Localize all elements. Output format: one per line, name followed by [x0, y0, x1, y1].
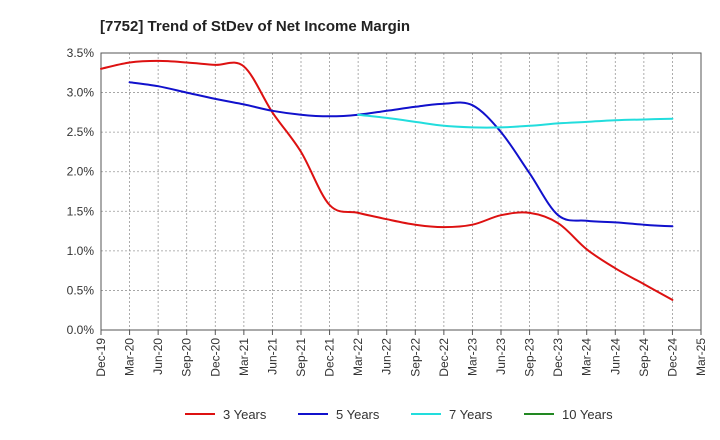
y-tick-label: 1.5%: [67, 204, 95, 218]
x-tick-label: Jun-22: [380, 338, 394, 375]
x-tick-label: Dec-21: [323, 338, 337, 377]
grid: [100, 52, 702, 331]
y-tick-label: 2.5%: [67, 125, 95, 139]
x-tick-label: Dec-23: [551, 338, 565, 377]
x-tick-label: Mar-20: [123, 338, 137, 376]
plot-frame: [100, 52, 702, 331]
legend-label-5-years: 5 Years: [336, 407, 380, 422]
x-tick-label: Dec-24: [665, 338, 679, 377]
x-tick-label: Mar-23: [465, 338, 479, 376]
x-tick-label: Jun-24: [608, 338, 622, 375]
x-tick-label: Mar-21: [237, 338, 251, 376]
series-line-3-years: [100, 59, 674, 301]
series: [100, 59, 674, 301]
x-tick-label: Sep-24: [637, 338, 651, 377]
legend-label-7-years: 7 Years: [449, 407, 493, 422]
axes: 0.0% 0.5% 1.0% 1.5% 2.0% 2.5% 3.0% 3.5% Dec-19 Ma…: [67, 46, 708, 377]
y-tick-label: 0.0%: [67, 323, 95, 337]
x-tick-label: Sep-23: [523, 338, 537, 377]
y-tick-label: 2.0%: [67, 165, 95, 179]
x-tick-label: Dec-20: [208, 338, 222, 377]
x-tick-label: Dec-19: [94, 338, 108, 377]
series-line-5-years: [128, 81, 674, 228]
x-tick-label: Sep-21: [294, 338, 308, 377]
x-tick-label: Jun-20: [151, 338, 165, 375]
x-tick-label: Mar-25: [694, 338, 708, 376]
x-tick-label: Jun-23: [494, 338, 508, 375]
legend: 3 Years 5 Years 7 Years 10 Years: [185, 407, 613, 422]
chart-title: [7752] Trend of StDev of Net Income Marg…: [100, 18, 410, 35]
y-tick-label: 3.5%: [67, 46, 95, 60]
series-line-7-years: [357, 113, 674, 129]
x-tick-label: Mar-22: [351, 338, 365, 376]
y-tick-label: 1.0%: [67, 244, 95, 258]
y-tick-label: 3.0%: [67, 86, 95, 100]
x-tick-label: Jun-21: [265, 338, 279, 375]
y-tick-label: 0.5%: [67, 283, 95, 297]
legend-label-3-years: 3 Years: [223, 407, 267, 422]
x-tick-label: Dec-22: [437, 338, 451, 377]
x-tick-label: Sep-20: [180, 338, 194, 377]
legend-label-10-years: 10 Years: [562, 407, 613, 422]
x-tick-label: Mar-24: [580, 338, 594, 376]
x-tick-label: Sep-22: [408, 338, 422, 377]
